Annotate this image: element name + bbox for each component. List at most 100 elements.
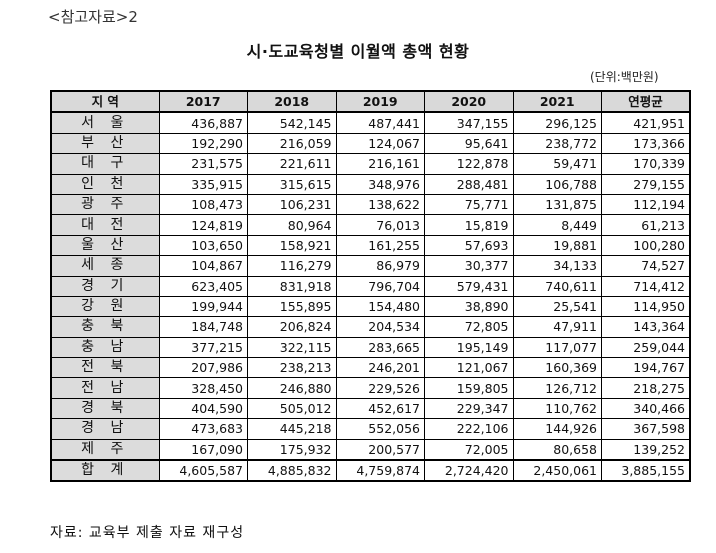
value-cell: 4,605,587 — [158, 459, 248, 482]
value-cell: 38,890 — [424, 295, 514, 318]
value-cell: 283,665 — [335, 336, 425, 359]
value-cell: 112,194 — [601, 193, 691, 216]
value-cell: 296,125 — [512, 111, 602, 134]
value-cell: 335,915 — [158, 173, 248, 195]
value-cell: 144,926 — [512, 418, 602, 440]
region-cell: 전 북 — [50, 357, 160, 379]
value-cell: 452,617 — [335, 397, 425, 420]
value-cell: 216,161 — [335, 153, 425, 175]
table-row: 서 울 436,887 542,145 487,441 347,155 296,125 42… — [50, 111, 691, 134]
region-cell: 제 주 — [50, 438, 160, 461]
value-cell: 104,867 — [158, 255, 248, 277]
value-cell: 246,201 — [335, 357, 425, 379]
reference-tag: <참고자료>2 — [48, 8, 138, 26]
header-col-1: 2017 — [158, 90, 248, 114]
value-cell: 552,056 — [335, 418, 425, 440]
region-cell: 합 계 — [50, 459, 160, 482]
value-cell: 114,950 — [601, 295, 691, 318]
region-cell: 서 울 — [50, 111, 160, 134]
value-cell: 80,964 — [247, 214, 337, 236]
value-cell: 86,979 — [335, 255, 425, 277]
value-cell: 160,369 — [512, 357, 602, 379]
header-col-3: 2019 — [335, 90, 425, 114]
region-cell: 경 북 — [50, 397, 160, 420]
value-cell: 121,067 — [424, 357, 514, 379]
header-col-4: 2020 — [424, 90, 514, 114]
value-cell: 4,759,874 — [335, 459, 425, 482]
table-row: 충 남 377,215 322,115 283,665 195,149 117,077 25… — [50, 336, 691, 359]
table-row: 부 산 192,290 216,059 124,067 95,641 238,772 173… — [50, 132, 691, 155]
region-cell: 세 종 — [50, 255, 160, 277]
value-cell: 15,819 — [424, 214, 514, 236]
region-cell: 경 남 — [50, 418, 160, 440]
value-cell: 221,611 — [247, 153, 337, 175]
value-cell: 542,145 — [247, 111, 337, 134]
value-cell: 714,412 — [601, 275, 691, 297]
value-cell: 175,932 — [247, 438, 337, 461]
header-col-2: 2018 — [247, 90, 337, 114]
value-cell: 173,366 — [601, 132, 691, 155]
value-cell: 207,986 — [158, 357, 248, 379]
value-cell: 61,213 — [601, 214, 691, 236]
value-cell: 436,887 — [158, 111, 248, 134]
value-cell: 204,534 — [335, 316, 425, 338]
value-cell: 139,252 — [601, 438, 691, 461]
total-row: 합 계 4,605,587 4,885,832 4,759,874 2,724,420 2… — [50, 459, 691, 482]
value-cell: 259,044 — [601, 336, 691, 359]
table-header-row: 지 역 2017 2018 2019 2020 2021 연평균 — [50, 90, 691, 114]
region-cell: 인 천 — [50, 173, 160, 195]
value-cell: 194,767 — [601, 357, 691, 379]
value-cell: 404,590 — [158, 397, 248, 420]
value-cell: 124,819 — [158, 214, 248, 236]
table-row: 제 주 167,090 175,932 200,577 72,005 80,658 139,… — [50, 438, 691, 461]
region-cell: 전 남 — [50, 377, 160, 399]
value-cell: 288,481 — [424, 173, 514, 195]
region-cell: 광 주 — [50, 193, 160, 216]
table-row: 세 종 104,867 116,279 86,979 30,377 34,133 74,52… — [50, 255, 691, 277]
value-cell: 95,641 — [424, 132, 514, 155]
value-cell: 229,526 — [335, 377, 425, 399]
value-cell: 138,622 — [335, 193, 425, 216]
value-cell: 143,364 — [601, 316, 691, 338]
value-cell: 2,450,061 — [512, 459, 602, 482]
table-row: 충 북 184,748 206,824 204,534 72,805 47,911 143,… — [50, 316, 691, 338]
value-cell: 108,473 — [158, 193, 248, 216]
value-cell: 167,090 — [158, 438, 248, 461]
unit-label: (단위:백만원) — [590, 70, 659, 84]
value-cell: 473,683 — [158, 418, 248, 440]
value-cell: 3,885,155 — [601, 459, 691, 482]
value-cell: 348,976 — [335, 173, 425, 195]
value-cell: 131,875 — [512, 193, 602, 216]
value-cell: 161,255 — [335, 234, 425, 257]
value-cell: 445,218 — [247, 418, 337, 440]
value-cell: 199,944 — [158, 295, 248, 318]
value-cell: 340,466 — [601, 397, 691, 420]
value-cell: 2,724,420 — [424, 459, 514, 482]
value-cell: 579,431 — [424, 275, 514, 297]
header-region: 지 역 — [50, 90, 160, 114]
value-cell: 505,012 — [247, 397, 337, 420]
value-cell: 80,658 — [512, 438, 602, 461]
value-cell: 155,895 — [247, 295, 337, 318]
value-cell: 8,449 — [512, 214, 602, 236]
page-title: 시·도교육청별 이월액 총액 현황 — [246, 42, 470, 61]
value-cell: 72,005 — [424, 438, 514, 461]
value-cell: 216,059 — [247, 132, 337, 155]
value-cell: 103,650 — [158, 234, 248, 257]
value-cell: 75,771 — [424, 193, 514, 216]
value-cell: 231,575 — [158, 153, 248, 175]
source-note: 자료: 교육부 제출 자료 재구성 — [50, 525, 245, 541]
value-cell: 222,106 — [424, 418, 514, 440]
value-cell: 106,231 — [247, 193, 337, 216]
value-cell: 218,275 — [601, 377, 691, 399]
value-cell: 347,155 — [424, 111, 514, 134]
header-col-5: 2021 — [512, 90, 602, 114]
value-cell: 122,878 — [424, 153, 514, 175]
value-cell: 159,805 — [424, 377, 514, 399]
table-body: 서 울 436,887 542,145 487,441 347,155 296,125 42… — [50, 111, 691, 482]
table-row: 경 기 623,405 831,918 796,704 579,431 740,611 71… — [50, 275, 691, 297]
value-cell: 246,880 — [247, 377, 337, 399]
value-cell: 487,441 — [335, 111, 425, 134]
value-cell: 25,541 — [512, 295, 602, 318]
value-cell: 200,577 — [335, 438, 425, 461]
